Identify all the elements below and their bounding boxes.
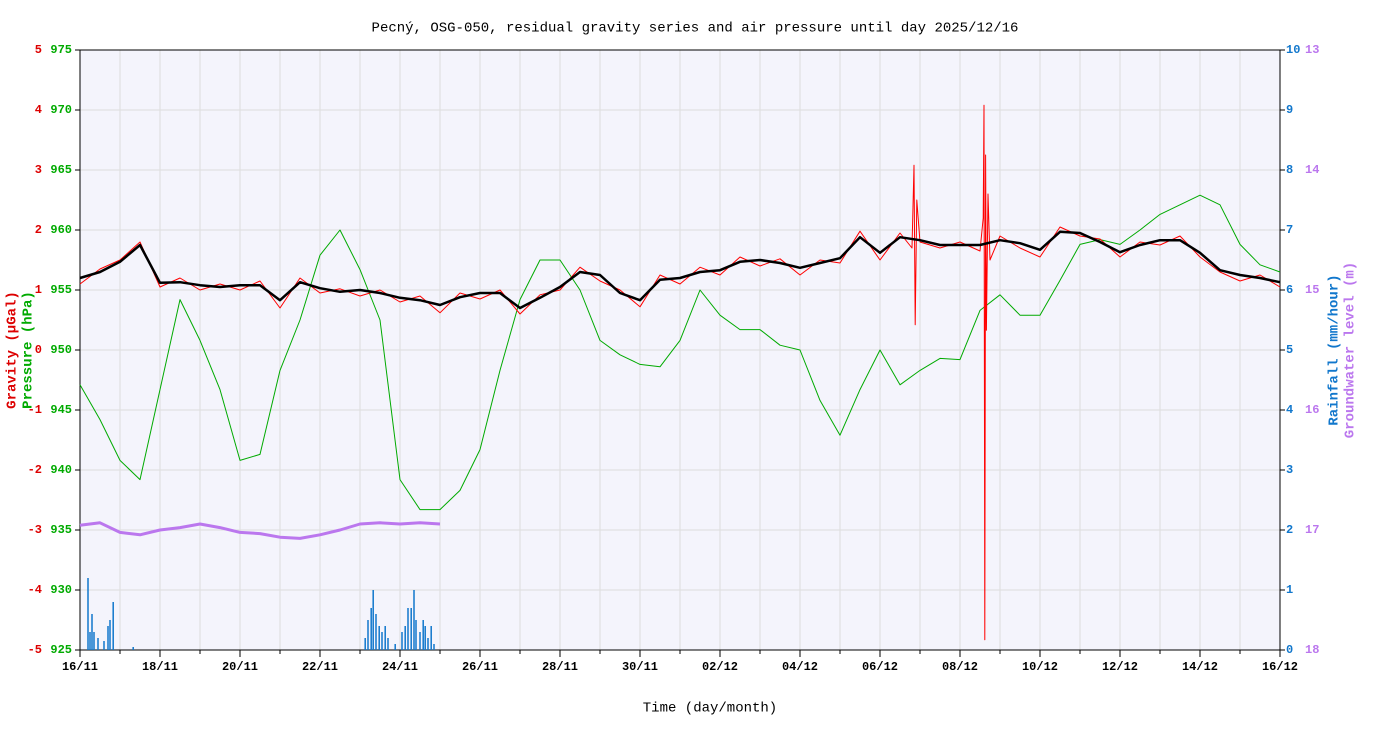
x-tick-label: 20/11 (222, 660, 258, 674)
x-tick-label: 14/12 (1182, 660, 1218, 674)
y4-tick-label: 16 (1305, 403, 1319, 417)
rain-bar (433, 644, 435, 650)
y4-tick-label: 17 (1305, 523, 1319, 537)
rain-bar (422, 620, 424, 650)
rain-bar (375, 614, 377, 650)
rain-bar (381, 632, 383, 650)
y2-tick-label: 935 (50, 523, 72, 537)
x-tick-label: 30/11 (622, 660, 658, 674)
rain-bar (410, 608, 412, 650)
rain-bar (132, 647, 134, 650)
y-tick-label: 2 (35, 223, 42, 237)
rain-bar (372, 590, 374, 650)
rain-bar (109, 620, 111, 650)
y3-tick-label: 3 (1286, 463, 1293, 477)
x-tick-label: 02/12 (702, 660, 738, 674)
y-tick-label: 1 (35, 283, 42, 297)
y4-tick-label: 18 (1305, 643, 1319, 657)
rain-bar (404, 626, 406, 650)
y3-tick-label: 4 (1286, 403, 1293, 417)
rain-bar (413, 590, 415, 650)
y-axis-title: Gravity (µGal) (5, 291, 21, 409)
y3-tick-label: 10 (1286, 43, 1300, 57)
y2-tick-label: 965 (50, 163, 72, 177)
x-tick-label: 22/11 (302, 660, 338, 674)
rain-bar (401, 632, 403, 650)
y2-axis-title: Pressure (hPa) (21, 291, 37, 409)
rain-bar (370, 608, 372, 650)
series-line (79, 104, 1281, 641)
y-tick-label: -2 (28, 463, 42, 477)
y3-tick-label: 0 (1286, 643, 1293, 657)
x-tick-label: 16/11 (62, 660, 98, 674)
rain-bar (378, 626, 380, 650)
y-tick-label: -3 (28, 523, 42, 537)
rain-bar (430, 626, 432, 650)
y4-tick-label: 14 (1305, 163, 1319, 177)
y4-tick-label: 13 (1305, 43, 1319, 57)
rain-bar (424, 626, 426, 650)
rain-bar (384, 626, 386, 650)
rain-bar (364, 638, 366, 650)
x-tick-label: 16/12 (1262, 660, 1298, 674)
y2-tick-label: 925 (50, 643, 72, 657)
x-tick-label: 08/12 (942, 660, 978, 674)
x-tick-label: 28/11 (542, 660, 578, 674)
y-tick-label: -4 (28, 583, 42, 597)
y3-tick-label: 1 (1286, 583, 1293, 597)
y-tick-label: 3 (35, 163, 42, 177)
series-line (79, 521, 441, 540)
y3-axis-title: Rainfall (mm/hour) (1327, 274, 1343, 425)
y2-tick-label: 960 (50, 223, 72, 237)
rain-bar (97, 638, 99, 650)
rain-bar (112, 602, 114, 650)
chart-title: Pecný, OSG-050, residual gravity series … (372, 21, 1019, 37)
rain-bar (387, 638, 389, 650)
y3-tick-label: 5 (1286, 343, 1293, 357)
rain-bar (93, 632, 95, 650)
y4-tick-label: 15 (1305, 283, 1319, 297)
rain-bar (103, 641, 105, 650)
x-tick-label: 12/12 (1102, 660, 1138, 674)
series-line (79, 230, 1281, 310)
rain-bar (107, 626, 109, 650)
rain-bar (419, 632, 421, 650)
y-tick-label: 0 (35, 343, 42, 357)
rain-bar (415, 620, 417, 650)
y2-tick-label: 975 (50, 43, 72, 57)
x-tick-label: 18/11 (142, 660, 178, 674)
y3-tick-label: 9 (1286, 103, 1293, 117)
y3-tick-label: 8 (1286, 163, 1293, 177)
y-tick-label: -5 (28, 643, 42, 657)
rain-bar (367, 620, 369, 650)
rain-bar (91, 614, 93, 650)
x-tick-label: 24/11 (382, 660, 418, 674)
rain-bar (394, 644, 396, 650)
rain-bar (427, 638, 429, 650)
y-tick-label: 5 (35, 43, 42, 57)
x-tick-label: 04/12 (782, 660, 818, 674)
y4-axis-title: Groundwater level (m) (1343, 262, 1359, 438)
y3-tick-label: 2 (1286, 523, 1293, 537)
y2-tick-label: 930 (50, 583, 72, 597)
y2-tick-label: 970 (50, 103, 72, 117)
y-tick-label: 4 (35, 103, 42, 117)
x-tick-label: 10/12 (1022, 660, 1058, 674)
x-tick-label: 26/11 (462, 660, 498, 674)
y2-tick-label: 950 (50, 343, 72, 357)
y3-tick-label: 6 (1286, 283, 1293, 297)
rain-bar (89, 632, 91, 650)
y2-tick-label: 945 (50, 403, 72, 417)
y2-tick-label: 940 (50, 463, 72, 477)
series-line (79, 194, 1281, 511)
y-tick-label: -1 (28, 403, 42, 417)
x-tick-label: 06/12 (862, 660, 898, 674)
y2-tick-label: 955 (50, 283, 72, 297)
rain-bar (407, 608, 409, 650)
rain-bar (87, 578, 89, 650)
y3-tick-label: 7 (1286, 223, 1293, 237)
x-axis-title: Time (day/month) (643, 701, 777, 717)
